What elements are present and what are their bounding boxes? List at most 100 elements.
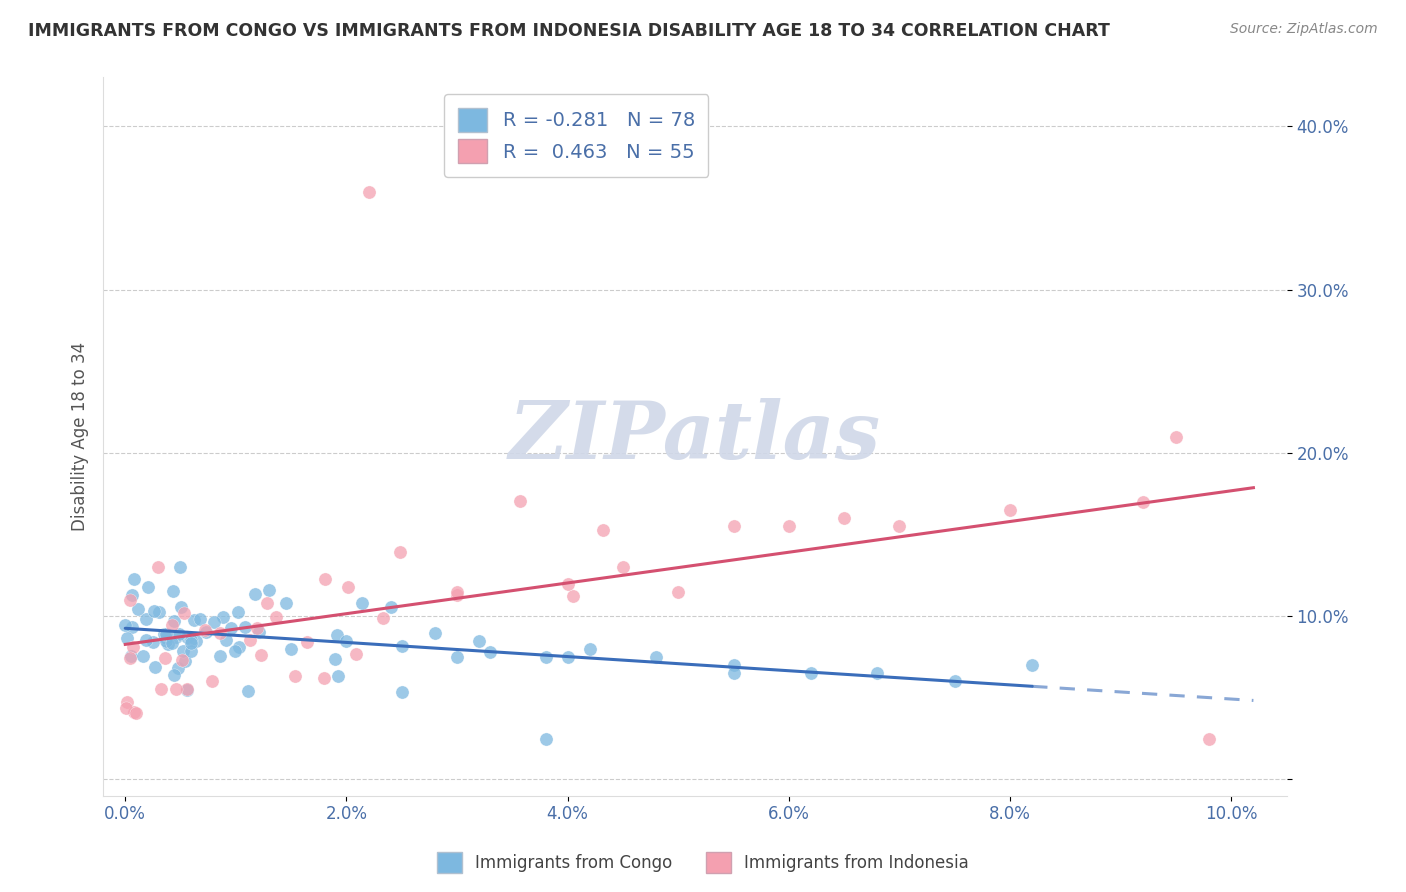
Point (1198, 731, 1220, 746)
Point (190, 612, 212, 626)
Point (226, 605, 249, 619)
Point (612, 560, 634, 574)
Text: ZIPatlas: ZIPatlas (509, 398, 882, 475)
Point (152, 627, 174, 641)
Point (373, 611, 395, 625)
Point (162, 583, 184, 598)
Point (208, 626, 231, 640)
Point (155, 627, 177, 641)
Point (723, 666, 745, 681)
Point (208, 648, 231, 663)
Point (115, 695, 138, 709)
Point (280, 641, 302, 656)
Point (446, 650, 468, 665)
Point (446, 588, 468, 602)
Point (201, 674, 224, 689)
Point (125, 706, 148, 720)
Point (246, 621, 269, 635)
Point (423, 625, 446, 640)
Point (312, 672, 335, 686)
Point (176, 682, 198, 697)
Point (143, 659, 166, 673)
Point (173, 606, 195, 620)
Point (509, 494, 531, 508)
Point (236, 683, 259, 698)
Point (336, 580, 359, 594)
Point (1164, 429, 1187, 443)
Point (391, 639, 413, 653)
Point (163, 668, 186, 682)
Point (172, 644, 194, 658)
Point (357, 185, 380, 199)
Point (122, 640, 145, 655)
Point (256, 596, 278, 610)
Point (778, 519, 800, 533)
Point (156, 637, 179, 651)
Point (259, 582, 281, 597)
Legend: Immigrants from Congo, Immigrants from Indonesia: Immigrants from Congo, Immigrants from I… (430, 846, 976, 880)
Point (127, 601, 149, 615)
Point (180, 635, 202, 649)
Point (247, 624, 270, 639)
Point (194, 623, 217, 637)
Point (184, 633, 207, 648)
Point (391, 685, 413, 699)
Point (866, 666, 889, 681)
Point (534, 650, 557, 665)
Point (224, 644, 246, 658)
Point (170, 653, 193, 667)
Point (155, 631, 177, 645)
Point (215, 632, 238, 647)
Point (169, 559, 191, 574)
Point (446, 584, 468, 599)
Point (219, 621, 242, 635)
Point (135, 632, 157, 647)
Point (202, 615, 225, 629)
Point (120, 648, 142, 663)
Point (666, 584, 689, 599)
Point (117, 631, 139, 645)
Point (114, 617, 136, 632)
Point (534, 731, 557, 746)
Point (1021, 658, 1043, 673)
Point (323, 651, 346, 665)
Point (832, 511, 855, 525)
Point (326, 628, 349, 642)
Point (344, 647, 367, 661)
Point (165, 630, 187, 644)
Point (153, 651, 176, 665)
Point (165, 682, 187, 697)
Point (195, 625, 218, 640)
Text: IMMIGRANTS FROM CONGO VS IMMIGRANTS FROM INDONESIA DISABILITY AGE 18 TO 34 CORRE: IMMIGRANTS FROM CONGO VS IMMIGRANTS FROM… (28, 22, 1109, 40)
Point (122, 705, 145, 719)
Point (180, 644, 202, 658)
Point (163, 615, 186, 629)
Point (557, 576, 579, 591)
Point (115, 701, 138, 715)
Point (176, 630, 198, 644)
Point (212, 610, 235, 624)
Point (135, 611, 157, 625)
Point (239, 633, 262, 648)
Point (183, 613, 205, 627)
Point (155, 634, 177, 648)
Point (645, 650, 668, 665)
Point (998, 503, 1021, 517)
Point (118, 593, 141, 607)
Point (723, 519, 745, 533)
Point (943, 674, 966, 689)
Point (468, 633, 491, 648)
Point (233, 620, 256, 634)
Point (148, 605, 170, 619)
Y-axis label: Disability Age 18 to 34: Disability Age 18 to 34 (72, 342, 89, 531)
Point (562, 589, 585, 603)
Point (121, 588, 143, 602)
Point (266, 610, 288, 624)
Point (122, 573, 145, 587)
Point (170, 600, 193, 615)
Point (142, 604, 165, 618)
Point (352, 596, 374, 610)
Point (228, 640, 250, 654)
Point (800, 666, 823, 681)
Point (557, 650, 579, 665)
